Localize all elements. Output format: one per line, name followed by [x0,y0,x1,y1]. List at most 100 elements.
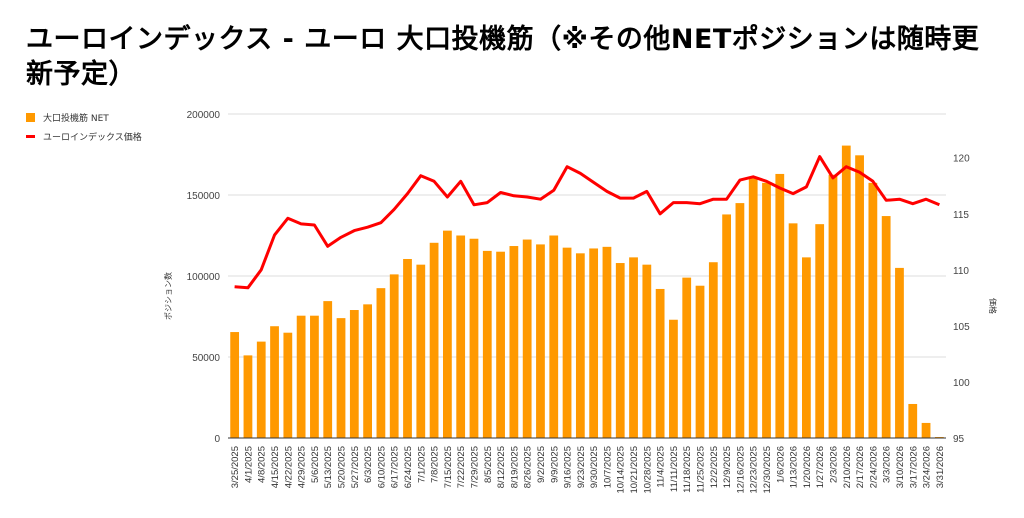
y-tick-label-left: 50000 [192,353,220,364]
bar [310,315,319,438]
bar [615,263,625,438]
x-tick-label: 4/1/2025 [243,446,254,483]
x-tick-label: 12/2/2025 [709,446,720,488]
bar [802,257,811,438]
y-tick-label-right: 115 [953,210,969,221]
x-tick-label: 10/7/2025 [602,446,613,488]
bar [881,216,891,438]
x-tick-label: 8/26/2025 [523,446,534,488]
x-tick-label: 6/17/2025 [390,446,401,488]
x-tick-label: 3/10/2026 [895,446,906,488]
x-tick-label: 5/13/2025 [323,446,334,488]
x-tick-label: 3/3/2026 [882,446,893,483]
bar [456,235,466,438]
legend-item-price[interactable]: ユーロインデックス価格 [26,127,142,146]
x-tick-label: 9/2/2025 [536,446,547,483]
bar [496,251,505,438]
x-tick-label: 2/10/2026 [842,446,853,488]
y-tick-label-right: 105 [953,322,970,333]
x-tick-label: 5/20/2025 [337,446,348,488]
bar [748,177,758,439]
bar [549,235,559,438]
legend-label-price: ユーロインデックス価格 [43,133,142,143]
bar [722,214,731,438]
x-tick-label: 2/24/2026 [868,446,879,488]
x-tick-label: 5/6/2025 [310,446,321,483]
bar [669,319,678,438]
bar [562,247,572,438]
y-tick-label-right: 110 [953,266,969,277]
chart-title: ユーロインデックス - ユーロ 大口投機筋（※その他NETポジションは随時更新予… [26,24,980,90]
bar [575,253,585,438]
bar [855,155,864,438]
bar [735,203,745,438]
bar [283,332,293,438]
x-tick-label: 9/23/2025 [576,446,587,488]
y-tick-label-left: 100000 [187,272,221,283]
bar [895,267,904,438]
x-tick-label: 8/19/2025 [509,446,520,488]
x-tick-label: 8/5/2025 [483,446,494,483]
legend: 大口投機筋 NET ユーロインデックス価格 [26,108,142,146]
bar [376,288,386,438]
bar [443,230,452,438]
x-tick-label: 10/21/2025 [629,446,640,494]
x-tick-label: 4/29/2025 [297,446,308,488]
y-tick-label-right: 100 [953,378,970,389]
y-tick-label-right: 120 [953,154,970,165]
bar [416,264,426,438]
y-tick-label-left: 0 [214,434,220,445]
bar [469,238,479,438]
x-tick-label: 6/10/2025 [376,446,387,488]
x-tick-label: 12/16/2025 [735,446,746,494]
x-tick-label: 6/3/2025 [363,446,374,483]
bar [908,403,918,438]
bar [296,315,306,438]
x-tick-label: 7/8/2025 [430,446,441,483]
y-tick-label-right: 95 [953,434,965,445]
bar [243,355,253,438]
bar [349,310,359,438]
bar [815,224,825,438]
bar [336,318,346,438]
y-axis-title-left: ポジション数 [163,272,173,320]
bar [482,250,492,438]
price-line [234,155,940,290]
x-tick-label: 8/12/2025 [496,446,507,488]
x-tick-label: 9/30/2025 [589,446,600,488]
bar [775,173,785,438]
x-tick-label: 3/17/2026 [908,446,919,488]
bar [323,301,333,438]
x-tick-label: 10/14/2025 [616,446,627,494]
bar [921,422,931,438]
bar [256,341,266,438]
x-tick-label: 1/20/2026 [802,446,813,488]
x-tick-label: 2/3/2026 [829,446,840,483]
x-tick-label: 11/11/2025 [669,446,680,492]
x-tick-label: 7/15/2025 [443,446,454,488]
bar [403,258,412,438]
bar [602,246,612,438]
bar [762,182,771,438]
y-tick-label-left: 150000 [187,191,221,202]
x-tick-label: 1/13/2026 [789,446,800,488]
legend-label-net: 大口投機筋 NET [43,114,109,124]
x-tick-label: 6/24/2025 [403,446,414,488]
bar [429,242,439,438]
bar [642,264,652,438]
x-tick-label: 12/23/2025 [749,446,760,494]
x-tick-label: 12/9/2025 [722,446,733,488]
x-tick-label: 9/9/2025 [549,446,560,483]
bar [629,257,638,438]
x-tick-label: 12/30/2025 [762,446,773,494]
x-tick-label: 11/25/2025 [696,446,707,493]
x-tick-label: 9/16/2025 [563,446,574,488]
x-tick-label: 10/28/2025 [642,446,653,494]
line-swatch-icon [26,135,35,138]
bar [522,239,532,438]
bar [841,145,851,438]
bar [788,223,798,438]
legend-item-net[interactable]: 大口投機筋 NET [26,108,142,127]
x-tick-label: 11/18/2025 [682,446,693,493]
